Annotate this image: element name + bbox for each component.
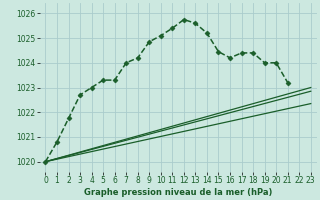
- X-axis label: Graphe pression niveau de la mer (hPa): Graphe pression niveau de la mer (hPa): [84, 188, 272, 197]
